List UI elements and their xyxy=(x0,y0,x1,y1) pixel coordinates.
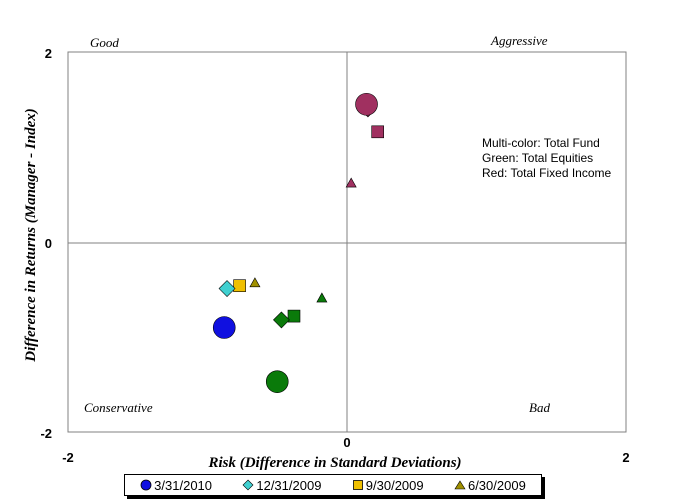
legend: 3/31/2010 12/31/2009 9/30/2009 6/30/2009 xyxy=(124,474,542,496)
y-tick-label-bottom: -2 xyxy=(40,426,52,441)
legend-item-6-30-2009: 6/30/2009 xyxy=(454,478,526,493)
quadrant-label-aggressive: Aggressive xyxy=(490,33,548,48)
data-point-diamond xyxy=(218,280,236,297)
triangle-marker-icon xyxy=(454,480,466,490)
y-axis-title: Difference in Returns (Manager - Index) xyxy=(23,108,39,362)
y-tick-label-mid: 0 xyxy=(45,236,52,251)
data-point-circle xyxy=(265,370,289,393)
data-point-square xyxy=(371,125,384,139)
data-point-triangle xyxy=(249,277,261,288)
x-tick-label-left: -2 xyxy=(62,450,74,465)
legend-label: 6/30/2009 xyxy=(467,477,526,493)
x-tick-label-right: 2 xyxy=(622,450,629,465)
quadrant-label-conservative: Conservative xyxy=(84,400,153,415)
data-point-triangle xyxy=(345,177,357,188)
square-marker-icon xyxy=(352,480,363,490)
diamond-marker-icon xyxy=(242,479,254,491)
data-point-triangle xyxy=(316,292,328,303)
legend-label: 3/31/2010 xyxy=(154,477,213,493)
x-tick-label-mid: 0 xyxy=(343,435,350,450)
annotation-line-3: Red: Total Fixed Income xyxy=(482,166,612,180)
annotation-line-2: Green: Total Equities xyxy=(482,151,593,165)
data-point-square xyxy=(233,279,246,293)
legend-item-3-31-2010: 3/31/2010 xyxy=(140,478,212,493)
legend-label: 12/31/2009 xyxy=(256,477,322,493)
legend-item-9-30-2009: 9/30/2009 xyxy=(352,478,424,493)
legend-label: 9/30/2009 xyxy=(365,477,424,493)
data-point-circle xyxy=(355,92,378,116)
data-point-diamond xyxy=(273,311,290,329)
y-tick-label-top: 2 xyxy=(45,46,52,61)
legend-item-12-31-2009: 12/31/2009 xyxy=(242,478,321,493)
quadrant-label-good: Good xyxy=(90,35,119,50)
data-point-square xyxy=(287,309,301,323)
data-point-circle xyxy=(212,316,236,339)
circle-marker-icon xyxy=(140,479,152,491)
data-points xyxy=(212,92,384,393)
annotation-line-1: Multi-color: Total Fund xyxy=(482,136,600,150)
x-axis-title: Risk (Difference in Standard Deviations) xyxy=(207,455,461,471)
quadrant-label-bad: Bad xyxy=(529,400,550,415)
